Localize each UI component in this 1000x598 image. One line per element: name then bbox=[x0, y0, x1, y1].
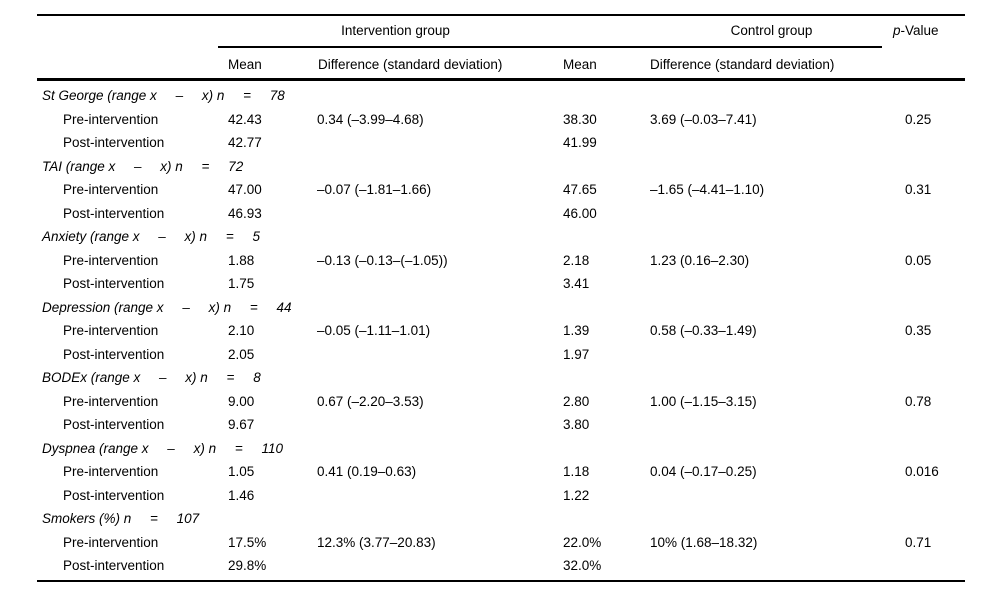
cell-control-difference: 0.04 (–0.17–0.25) bbox=[650, 464, 757, 480]
cell-p-value: 0.016 bbox=[905, 464, 939, 480]
cell-control-difference: 1.00 (–1.15–3.15) bbox=[650, 393, 757, 409]
row-label: Post-intervention bbox=[63, 205, 165, 221]
cell-control-mean: 46.00 bbox=[563, 205, 597, 221]
row-label: Pre-intervention bbox=[63, 182, 159, 198]
cell-intervention-mean: 47.00 bbox=[228, 182, 262, 198]
cell-intervention-difference: –0.13 (–0.13–(–1.05)) bbox=[317, 252, 448, 268]
cell-control-difference: 0.58 (–0.33–1.49) bbox=[650, 323, 757, 339]
section-label-st-george: St George (range x – x) n = 78 bbox=[42, 88, 285, 104]
cell-control-mean: 47.65 bbox=[563, 182, 597, 198]
column-header-intervention-mean: Mean bbox=[228, 57, 262, 72]
cell-p-value: 0.71 bbox=[905, 534, 932, 550]
row-label: Pre-intervention bbox=[63, 111, 159, 127]
cell-control-mean: 2.80 bbox=[563, 393, 590, 409]
cell-intervention-difference: 0.34 (–3.99–4.68) bbox=[317, 111, 424, 127]
section-label-tai: TAI (range x – x) n = 72 bbox=[42, 158, 244, 174]
cell-control-difference: –1.65 (–4.41–1.10) bbox=[650, 182, 765, 198]
cell-control-mean: 1.22 bbox=[563, 487, 590, 503]
cell-intervention-mean: 1.88 bbox=[228, 252, 255, 268]
row-label: Post-intervention bbox=[63, 558, 165, 574]
row-label: Pre-intervention bbox=[63, 252, 159, 268]
cell-intervention-difference: 12.3% (3.77–20.83) bbox=[317, 534, 436, 550]
column-header-p-value: p-Value bbox=[893, 23, 939, 38]
column-header-intervention-difference: Difference (standard deviation) bbox=[318, 57, 503, 72]
cell-intervention-mean: 1.75 bbox=[228, 276, 255, 292]
cell-intervention-mean: 2.10 bbox=[228, 323, 255, 339]
cell-intervention-difference: 0.41 (0.19–0.63) bbox=[317, 464, 417, 480]
cell-intervention-difference: –0.05 (–1.11–1.01) bbox=[317, 323, 431, 339]
table-bottom-rule bbox=[37, 580, 965, 582]
column-spanner-rule bbox=[218, 46, 882, 48]
cell-control-mean: 1.39 bbox=[563, 323, 590, 339]
cell-control-mean: 38.30 bbox=[563, 111, 597, 127]
table-top-rule bbox=[37, 14, 965, 16]
cell-control-mean: 3.80 bbox=[563, 417, 590, 433]
section-label-anxiety: Anxiety (range x – x) n = 5 bbox=[42, 229, 260, 245]
cell-control-mean: 1.97 bbox=[563, 346, 590, 362]
row-label: Post-intervention bbox=[63, 487, 165, 503]
cell-intervention-mean: 46.93 bbox=[228, 205, 262, 221]
cell-p-value: 0.05 bbox=[905, 252, 932, 268]
column-header-control-mean: Mean bbox=[563, 57, 597, 72]
section-label-depression: Depression (range x – x) n = 44 bbox=[42, 299, 292, 315]
row-label: Post-intervention bbox=[63, 135, 165, 151]
cell-intervention-mean: 1.46 bbox=[228, 487, 255, 503]
cell-intervention-difference: 0.67 (–2.20–3.53) bbox=[317, 393, 424, 409]
cell-intervention-mean: 9.67 bbox=[228, 417, 255, 433]
cell-intervention-mean: 1.05 bbox=[228, 464, 255, 480]
row-label: Pre-intervention bbox=[63, 323, 159, 339]
column-group-header-control: Control group bbox=[730, 23, 813, 38]
cell-p-value: 0.25 bbox=[905, 111, 932, 127]
cell-control-difference: 1.23 (0.16–2.30) bbox=[650, 252, 750, 268]
row-label: Pre-intervention bbox=[63, 464, 159, 480]
row-label: Post-intervention bbox=[63, 346, 165, 362]
row-label: Post-intervention bbox=[63, 276, 165, 292]
cell-intervention-difference: –0.07 (–1.81–1.66) bbox=[317, 182, 432, 198]
row-label: Post-intervention bbox=[63, 417, 165, 433]
cell-control-mean: 41.99 bbox=[563, 135, 597, 151]
column-header-control-difference: Difference (standard deviation) bbox=[650, 57, 835, 72]
cell-intervention-mean: 9.00 bbox=[228, 393, 255, 409]
cell-intervention-mean: 29.8% bbox=[228, 558, 267, 574]
section-label-dyspnea: Dyspnea (range x – x) n = 110 bbox=[42, 440, 283, 456]
cell-p-value: 0.78 bbox=[905, 393, 932, 409]
table-body: St George (range x – x) n = 78 Pre-inter… bbox=[37, 84, 965, 578]
column-group-header-intervention: Intervention group bbox=[341, 23, 450, 38]
header-bottom-rule bbox=[37, 78, 965, 81]
cell-control-mean: 32.0% bbox=[563, 558, 602, 574]
cell-control-mean: 3.41 bbox=[563, 276, 590, 292]
cell-intervention-mean: 2.05 bbox=[228, 346, 255, 362]
cell-control-mean: 2.18 bbox=[563, 252, 590, 268]
section-label-smokers: Smokers (%) n = 107 bbox=[42, 511, 200, 527]
row-label: Pre-intervention bbox=[63, 534, 159, 550]
cell-intervention-mean: 17.5% bbox=[228, 534, 267, 550]
cell-intervention-mean: 42.77 bbox=[228, 135, 262, 151]
p-value-italic-p: p bbox=[893, 23, 901, 38]
cell-intervention-mean: 42.43 bbox=[228, 111, 262, 127]
section-label-bodex: BODEx (range x – x) n = 8 bbox=[42, 370, 261, 386]
cell-control-mean: 22.0% bbox=[563, 534, 602, 550]
row-label: Pre-intervention bbox=[63, 393, 159, 409]
p-value-rest: -Value bbox=[900, 23, 939, 38]
cell-p-value: 0.31 bbox=[905, 182, 932, 198]
cell-control-mean: 1.18 bbox=[563, 464, 590, 480]
cell-control-difference: 10% (1.68–18.32) bbox=[650, 534, 758, 550]
cell-p-value: 0.35 bbox=[905, 323, 932, 339]
cell-control-difference: 3.69 (–0.03–7.41) bbox=[650, 111, 757, 127]
